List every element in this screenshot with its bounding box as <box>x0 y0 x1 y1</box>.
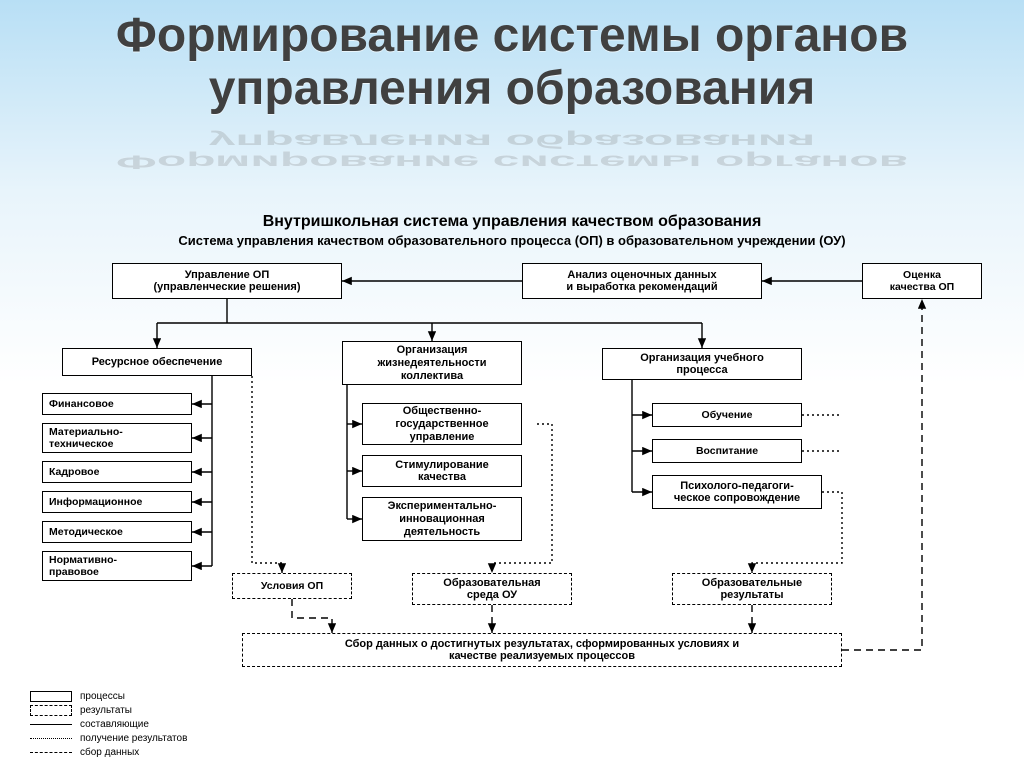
node-mat: Материально-техническое <box>42 423 192 453</box>
legend-label: сбор данных <box>80 747 139 758</box>
legend-row-collect: сбор данных <box>30 745 187 759</box>
main-title: Формирование системы органов управления … <box>0 0 1024 203</box>
edge-30 <box>842 299 922 650</box>
subtitle-block: Внутришкольная система управления качест… <box>0 213 1024 248</box>
node-quality: Оценкакачества ОП <box>862 263 982 299</box>
node-cond: Условия ОП <box>232 573 352 599</box>
legend-row-results: результаты <box>30 703 187 717</box>
legend-swatch-dashed-icon <box>30 705 72 716</box>
node-teach: Обучение <box>652 403 802 427</box>
node-method: Методическое <box>42 521 192 543</box>
title-text: Формирование системы органов управления … <box>116 9 908 115</box>
title-reflection: Формирование системы органов управления … <box>0 129 1024 171</box>
legend-label: процессы <box>80 691 125 702</box>
node-fin: Финансовое <box>42 393 192 415</box>
legend: процессы результаты составляющие получен… <box>30 689 187 759</box>
subtitle-line1: Внутришкольная система управления качест… <box>0 213 1024 231</box>
node-psych: Психолого-педагоги-ческое сопровождение <box>652 475 822 509</box>
flowchart-diagram: Управление ОП(управленческие решения) Ана… <box>32 263 992 743</box>
node-info: Информационное <box>42 491 192 513</box>
node-orglife: Организацияжизнедеятельностиколлектива <box>342 341 522 385</box>
legend-row-components: составляющие <box>30 717 187 731</box>
subtitle-line2: Система управления качеством образовател… <box>0 233 1024 248</box>
node-mgmt: Управление ОП(управленческие решения) <box>112 263 342 299</box>
node-exp: Экспериментально-инновационнаядеятельнос… <box>362 497 522 541</box>
edge-27 <box>292 599 332 633</box>
legend-label: результаты <box>80 705 132 716</box>
legend-row-getresults: получение результатов <box>30 731 187 745</box>
node-env: Образовательнаясреда ОУ <box>412 573 572 605</box>
legend-swatch-solid-icon <box>30 691 72 702</box>
legend-row-processes: процессы <box>30 689 187 703</box>
node-results: Образовательныерезультаты <box>672 573 832 605</box>
node-analysis: Анализ оценочных данныхи выработка реком… <box>522 263 762 299</box>
node-resource: Ресурсное обеспечение <box>62 348 252 376</box>
edge-22 <box>252 376 282 573</box>
legend-line-dot-icon <box>30 738 72 739</box>
legend-label: получение результатов <box>80 733 187 744</box>
node-kadr: Кадровое <box>42 461 192 483</box>
node-norm: Нормативно-правовое <box>42 551 192 581</box>
legend-line-dash-icon <box>30 752 72 753</box>
node-gov: Общественно-государственноеуправление <box>362 403 522 445</box>
node-stim: Стимулированиекачества <box>362 455 522 487</box>
node-orgedu: Организация учебногопроцесса <box>602 348 802 380</box>
node-collect: Сбор данных о достигнутых результатах, с… <box>242 633 842 667</box>
legend-label: составляющие <box>80 719 149 730</box>
legend-line-solid-icon <box>30 724 72 725</box>
node-vosp: Воспитание <box>652 439 802 463</box>
